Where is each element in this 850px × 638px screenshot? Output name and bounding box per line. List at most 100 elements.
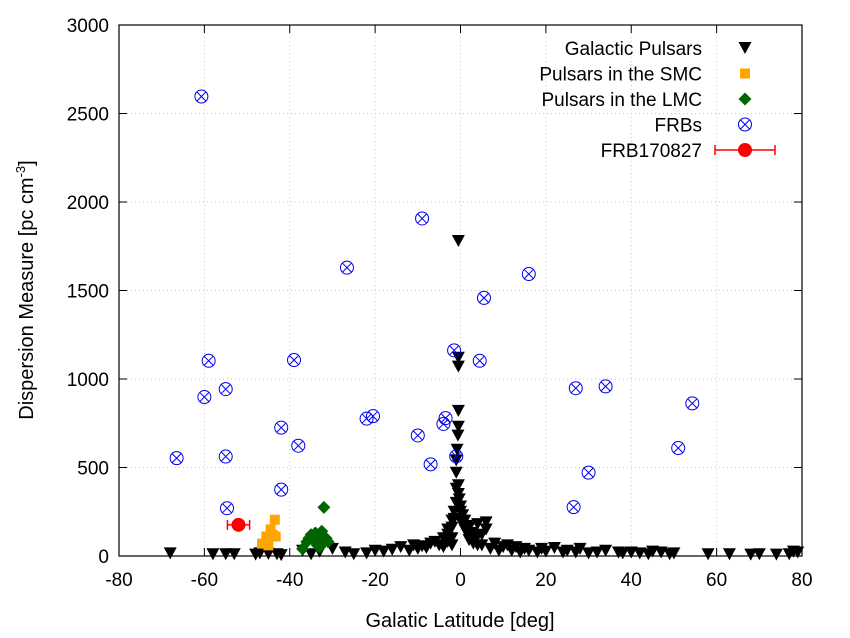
point-frbs: [274, 420, 289, 435]
triangle-marker: [752, 548, 766, 561]
triangle-marker: [445, 532, 459, 545]
triangle-marker: [304, 548, 318, 561]
point-frbs: [476, 290, 491, 305]
square-marker: [269, 514, 280, 525]
point-galactic-pulsars: [475, 539, 489, 552]
circle-marker: [218, 382, 233, 397]
triangle-marker: [738, 42, 752, 54]
point-galactic-pulsars: [752, 548, 766, 561]
triangle-marker: [451, 234, 465, 247]
legend-marker: [714, 143, 776, 157]
cross-stroke: [171, 453, 182, 464]
cross-stroke: [368, 411, 378, 422]
circle-marker: [287, 353, 302, 368]
point-frbs: [218, 449, 233, 464]
point-galactic-pulsars: [479, 516, 493, 529]
point-galactic-pulsars: [163, 547, 177, 560]
y-tick-label: 2500: [67, 105, 109, 126]
diamond-marker: [317, 500, 331, 514]
triangle-marker: [274, 549, 288, 562]
circle-marker: [194, 89, 209, 104]
point-galactic-pulsars: [573, 542, 587, 555]
point-galactic-pulsars: [451, 351, 465, 364]
cross-stroke: [474, 355, 485, 366]
point-pulsars-in-the-lmc: [317, 500, 331, 514]
square-marker: [261, 531, 272, 542]
point-frbs: [291, 438, 306, 453]
cross-stroke: [425, 459, 436, 470]
square-marker: [257, 538, 268, 549]
legend-marker: [740, 68, 750, 79]
cross-stroke: [451, 451, 462, 462]
triangle-marker: [445, 539, 459, 552]
cross-stroke: [568, 502, 579, 513]
point-frbs: [566, 500, 581, 515]
legend-marker: [738, 42, 752, 54]
circle-marker: [201, 353, 216, 368]
point-galactic-pulsars: [206, 548, 220, 561]
y-tick-label: 0: [98, 547, 109, 568]
point-frbs: [169, 451, 184, 466]
point-galactic-pulsars: [360, 547, 374, 560]
point-galactic-pulsars: [451, 360, 465, 373]
circle-marker: [566, 500, 581, 515]
circle-marker: [219, 501, 234, 516]
point-galactic-pulsars: [261, 547, 275, 560]
triangle-marker: [479, 523, 493, 536]
x-tick-label: -20: [361, 570, 388, 591]
point-galactic-pulsars: [445, 532, 459, 545]
y-tick-label: 500: [77, 459, 109, 480]
legend-label: FRB170827: [601, 141, 702, 162]
point-galactic-pulsars: [274, 549, 288, 562]
triangle-marker: [385, 543, 399, 556]
point-pulsars-in-the-smc: [261, 531, 272, 542]
triangle-marker: [479, 516, 493, 529]
legend-marker: [738, 92, 752, 106]
y-tick-label: 1000: [67, 370, 109, 391]
circle-marker: [581, 465, 596, 480]
triangle-marker: [451, 351, 465, 364]
triangle-marker: [451, 404, 465, 417]
point-galactic-pulsars: [385, 543, 399, 556]
circle-marker: [671, 441, 686, 456]
triangle-marker: [590, 546, 604, 559]
triangle-marker: [722, 548, 736, 561]
point-galactic-pulsars: [451, 420, 465, 433]
cross-stroke: [673, 443, 684, 453]
triangle-marker: [547, 542, 561, 555]
triangle-marker: [449, 454, 463, 467]
triangle-marker: [451, 420, 465, 433]
circle-marker: [415, 211, 430, 226]
cross-stroke: [293, 440, 304, 451]
circle-marker: [476, 290, 491, 305]
legend-marker: [738, 117, 752, 132]
point-frbs: [568, 381, 583, 396]
point-galactic-pulsars: [701, 548, 715, 561]
point-frbs: [287, 353, 302, 368]
square-marker: [263, 540, 274, 551]
grid-lines: [119, 25, 802, 556]
point-frbs: [423, 457, 438, 472]
triangle-marker: [451, 429, 465, 442]
circle-marker: [274, 420, 289, 435]
point-galactic-pulsars: [445, 521, 459, 534]
point-galactic-pulsars: [219, 548, 233, 561]
triangle-marker: [599, 544, 613, 557]
point-galactic-pulsars: [488, 537, 502, 550]
circle-marker: [423, 457, 438, 472]
point-galactic-pulsars: [451, 429, 465, 442]
point-frbs: [194, 89, 209, 104]
point-frbs: [581, 465, 596, 480]
point-frbs: [671, 441, 686, 456]
point-galactic-pulsars: [479, 523, 493, 536]
circle-marker: [472, 353, 487, 368]
y-axis-label: Dispersion Measure [pc cm-3]: [13, 160, 38, 419]
point-galactic-pulsars: [471, 518, 485, 531]
y-tick-label: 1500: [67, 282, 109, 303]
point-frbs: [472, 353, 487, 368]
circle-marker: [169, 451, 184, 466]
triangle-marker: [451, 360, 465, 373]
circle-marker: [218, 449, 233, 464]
cross-stroke: [220, 384, 231, 395]
